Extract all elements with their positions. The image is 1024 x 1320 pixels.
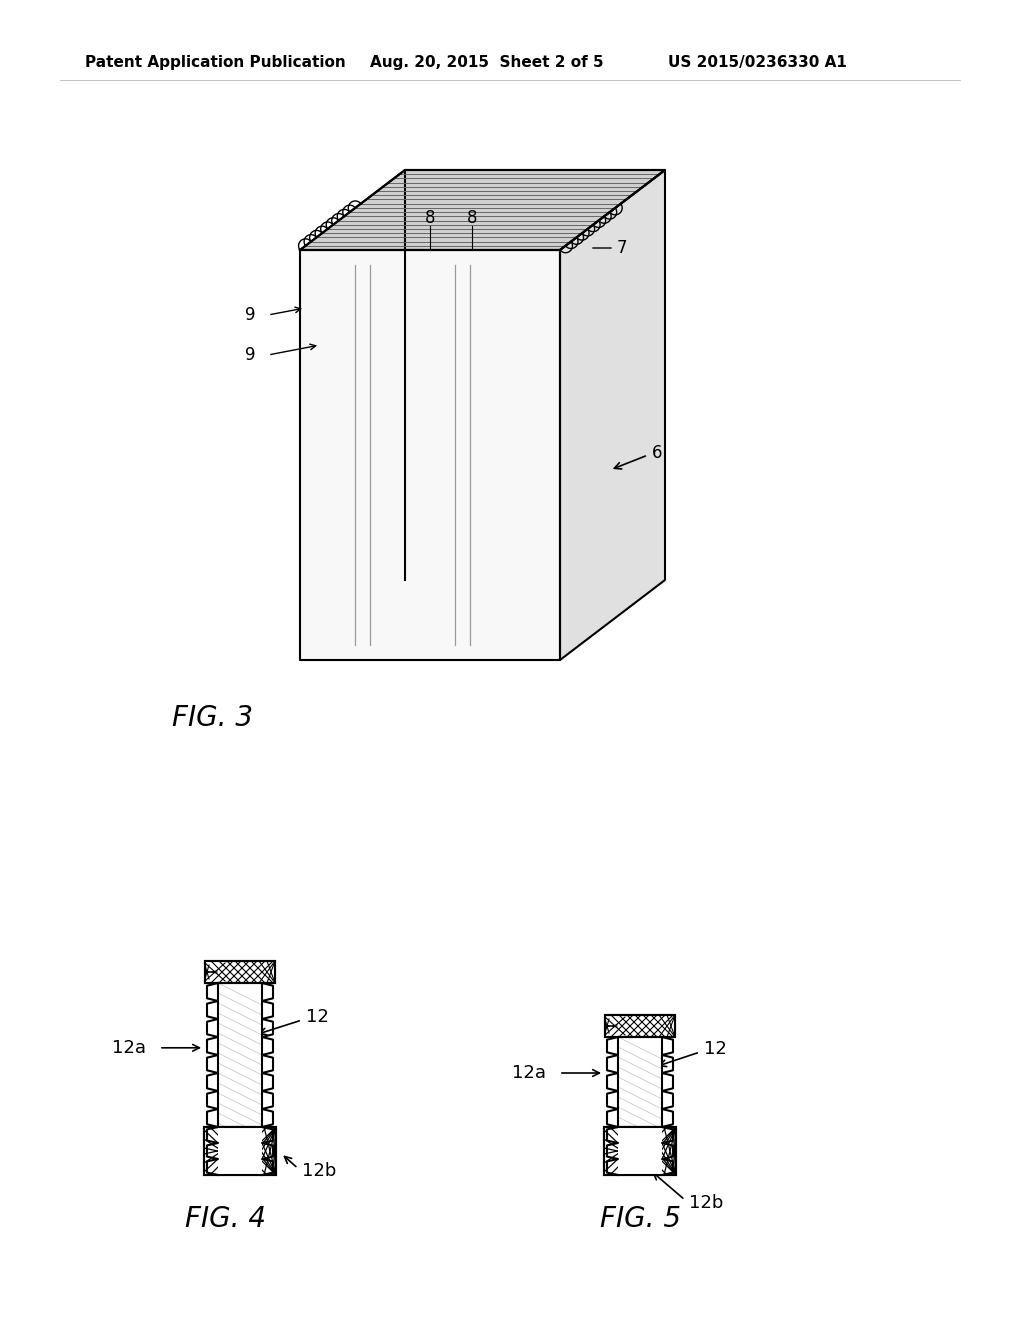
Polygon shape: [218, 1127, 262, 1175]
Polygon shape: [300, 170, 665, 249]
Text: 12b: 12b: [302, 1163, 336, 1180]
Polygon shape: [604, 1127, 676, 1175]
Text: US 2015/0236330 A1: US 2015/0236330 A1: [668, 54, 847, 70]
Text: 6: 6: [652, 444, 663, 462]
Text: 9: 9: [245, 306, 255, 323]
Polygon shape: [560, 170, 665, 660]
Text: Patent Application Publication: Patent Application Publication: [85, 54, 346, 70]
Polygon shape: [618, 1127, 662, 1175]
Text: 12: 12: [306, 1008, 329, 1026]
Text: 9: 9: [245, 346, 255, 364]
Text: 12a: 12a: [112, 1039, 146, 1057]
Polygon shape: [205, 961, 275, 983]
Text: 12a: 12a: [512, 1064, 546, 1082]
Polygon shape: [218, 983, 262, 1127]
Text: FIG. 4: FIG. 4: [185, 1205, 266, 1233]
Text: 12: 12: [705, 1040, 727, 1059]
Polygon shape: [204, 1127, 276, 1175]
Text: FIG. 5: FIG. 5: [600, 1205, 681, 1233]
Text: 12b: 12b: [689, 1195, 723, 1212]
Polygon shape: [605, 1015, 675, 1038]
Text: 8: 8: [425, 209, 435, 227]
Text: FIG. 3: FIG. 3: [172, 704, 253, 733]
Polygon shape: [618, 1038, 662, 1127]
Text: 7: 7: [617, 239, 628, 257]
Text: 8: 8: [467, 209, 477, 227]
Text: Aug. 20, 2015  Sheet 2 of 5: Aug. 20, 2015 Sheet 2 of 5: [370, 54, 603, 70]
Polygon shape: [300, 249, 560, 660]
